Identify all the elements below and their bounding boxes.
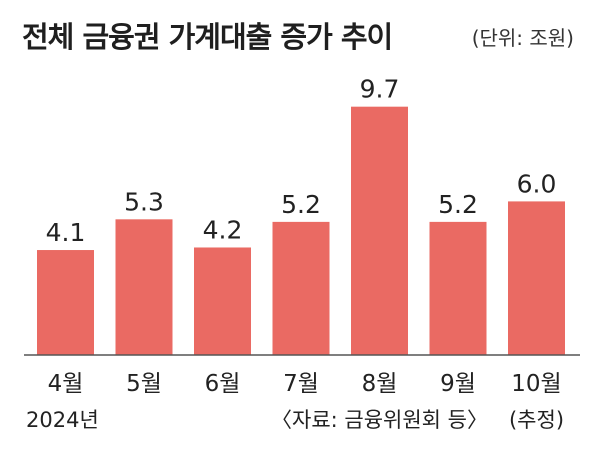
bar-3: [194, 247, 251, 355]
category-label-1: 4월: [48, 371, 84, 397]
category-label-4: 7월: [283, 371, 319, 397]
value-label-4: 5.2: [281, 190, 321, 219]
bar-5: [351, 106, 408, 356]
chart-title: 전체 금융권 가계대출 증가 추이: [22, 20, 393, 54]
bar-1: [37, 250, 94, 355]
bar-6: [429, 221, 487, 355]
estimate-note: (추정): [509, 408, 564, 432]
value-label-1: 4.1: [46, 218, 86, 247]
unit-label: (단위: 조원): [471, 26, 574, 50]
value-label-7: 6.0: [517, 169, 557, 198]
bar-7: [508, 201, 565, 355]
category-label-6: 9월: [440, 371, 476, 397]
bar-2: [115, 219, 173, 355]
bar-4: [272, 221, 330, 355]
value-label-3: 4.2: [203, 215, 243, 244]
value-label-2: 5.3: [124, 187, 164, 216]
year-label: 2024년: [26, 408, 99, 432]
source-label: 〈자료: 금융위원회 등〉: [271, 408, 488, 432]
value-label-6: 5.2: [438, 190, 478, 219]
category-label-2: 5월: [126, 371, 162, 397]
value-label-5: 9.7: [360, 75, 400, 104]
category-label-7: 10월: [511, 371, 561, 397]
category-label-5: 8월: [362, 371, 398, 397]
category-label-3: 6월: [205, 371, 241, 397]
